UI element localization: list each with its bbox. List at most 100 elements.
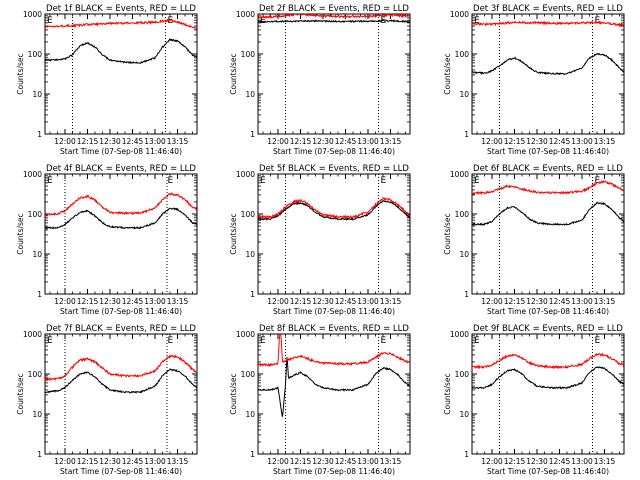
x-tick-label: 12:15 bbox=[290, 137, 312, 146]
x-tick-label: 12:45 bbox=[122, 297, 144, 306]
y-tick-label: 10 bbox=[459, 410, 469, 419]
series-line-events bbox=[258, 19, 410, 24]
x-tick-label: 13:15 bbox=[380, 137, 402, 146]
plot-frame bbox=[257, 173, 411, 295]
panel-title: Det 2f BLACK = Events, RED = LLD bbox=[259, 4, 409, 14]
y-tick-label: 100 bbox=[241, 210, 256, 219]
y-tick-label: 1000 bbox=[450, 170, 469, 179]
y-tick-label: 1000 bbox=[450, 330, 469, 339]
y-axis-label: Counts/sec bbox=[229, 53, 238, 94]
y-tick-label: 10 bbox=[32, 410, 42, 419]
series-line-events bbox=[258, 199, 410, 221]
panel-title: Det 8f BLACK = Events, RED = LLD bbox=[259, 324, 409, 334]
y-axis-label: Counts/sec bbox=[443, 373, 452, 414]
detector-panel: Det 4f BLACK = Events, RED = LLD 1 10 100 10… bbox=[16, 164, 198, 316]
y-tick-label: 1000 bbox=[236, 170, 255, 179]
event-marker-label: E bbox=[381, 16, 387, 26]
y-tick-label: 10 bbox=[32, 90, 42, 99]
y-tick-label: 100 bbox=[241, 50, 256, 59]
y-tick-label: 100 bbox=[455, 50, 470, 59]
y-tick-label: 1000 bbox=[236, 10, 255, 19]
x-tick-label: 12:45 bbox=[122, 457, 144, 466]
x-tick-label: 12:00 bbox=[481, 457, 503, 466]
event-marker-label: E bbox=[260, 176, 266, 186]
x-tick-label: 12:00 bbox=[267, 137, 289, 146]
x-tick-label: 12:30 bbox=[526, 457, 548, 466]
x-tick-label: 13:15 bbox=[380, 297, 402, 306]
y-tick-label: 10 bbox=[245, 90, 255, 99]
event-marker-label: E bbox=[168, 176, 174, 186]
series-line-lld bbox=[45, 18, 197, 31]
x-tick-label: 12:15 bbox=[504, 297, 526, 306]
x-axis-label: Start Time (07-Sep-08 11:46:40) bbox=[487, 147, 609, 156]
series-line-lld bbox=[472, 20, 624, 28]
x-tick-label: 13:15 bbox=[167, 137, 189, 146]
x-tick-label: 13:15 bbox=[594, 457, 616, 466]
x-tick-label: 12:45 bbox=[335, 457, 357, 466]
event-marker-label: E bbox=[595, 176, 601, 186]
x-tick-label: 12:15 bbox=[290, 457, 312, 466]
series-line-lld bbox=[472, 179, 624, 196]
y-tick-label: 10 bbox=[459, 90, 469, 99]
y-tick-label: 1 bbox=[37, 290, 42, 299]
event-marker-label: E bbox=[595, 16, 601, 26]
plot-frame bbox=[471, 13, 625, 135]
y-tick-label: 100 bbox=[28, 210, 43, 219]
event-marker-label: E bbox=[47, 176, 53, 186]
x-tick-label: 13:00 bbox=[144, 297, 166, 306]
y-tick-label: 100 bbox=[455, 370, 470, 379]
x-axis-label: Start Time (07-Sep-08 11:46:40) bbox=[273, 147, 395, 156]
y-tick-label: 1 bbox=[37, 450, 42, 459]
x-axis-label: Start Time (07-Sep-08 11:46:40) bbox=[60, 467, 182, 476]
detector-panel: Det 3f BLACK = Events, RED = LLD 1 10 100 10… bbox=[443, 4, 625, 156]
series-line-lld bbox=[258, 14, 410, 20]
y-tick-label: 1 bbox=[464, 130, 469, 139]
x-tick-label: 12:00 bbox=[267, 457, 289, 466]
event-marker-label: E bbox=[47, 336, 53, 346]
panel-title: Det 3f BLACK = Events, RED = LLD bbox=[473, 4, 623, 14]
x-tick-label: 12:15 bbox=[77, 457, 99, 466]
x-tick-label: 12:30 bbox=[312, 137, 334, 146]
y-axis-label: Counts/sec bbox=[16, 53, 25, 94]
x-tick-label: 12:00 bbox=[481, 137, 503, 146]
event-marker-label: E bbox=[381, 176, 387, 186]
y-axis-label: Counts/sec bbox=[229, 373, 238, 414]
y-axis-label: Counts/sec bbox=[443, 53, 452, 94]
x-tick-label: 12:30 bbox=[312, 297, 334, 306]
x-tick-label: 13:00 bbox=[571, 137, 593, 146]
y-axis-label: Counts/sec bbox=[16, 373, 25, 414]
x-tick-label: 13:00 bbox=[357, 137, 379, 146]
x-axis-label: Start Time (07-Sep-08 11:46:40) bbox=[60, 307, 182, 316]
detector-panel: Det 6f BLACK = Events, RED = LLD 1 10 100 10… bbox=[443, 164, 625, 316]
event-marker-label: E bbox=[168, 336, 174, 346]
y-tick-label: 1 bbox=[250, 450, 255, 459]
event-marker-label: E bbox=[595, 336, 601, 346]
x-tick-label: 12:30 bbox=[526, 137, 548, 146]
panel-title: Det 5f BLACK = Events, RED = LLD bbox=[259, 164, 409, 174]
x-tick-label: 12:30 bbox=[99, 457, 121, 466]
series-line-lld bbox=[258, 197, 410, 220]
event-marker-label: E bbox=[260, 336, 266, 346]
x-tick-label: 12:45 bbox=[549, 137, 571, 146]
panel-title: Det 6f BLACK = Events, RED = LLD bbox=[473, 164, 623, 174]
x-tick-label: 13:00 bbox=[144, 137, 166, 146]
series-line-lld bbox=[45, 354, 197, 382]
y-axis-label: Counts/sec bbox=[16, 213, 25, 254]
x-tick-label: 13:15 bbox=[594, 137, 616, 146]
x-axis-label: Start Time (07-Sep-08 11:46:40) bbox=[273, 307, 395, 316]
x-tick-label: 12:15 bbox=[504, 457, 526, 466]
x-tick-label: 12:15 bbox=[504, 137, 526, 146]
y-tick-label: 1000 bbox=[450, 10, 469, 19]
y-tick-label: 10 bbox=[32, 250, 42, 259]
y-tick-label: 1 bbox=[464, 450, 469, 459]
x-tick-label: 13:15 bbox=[380, 457, 402, 466]
event-marker-label: E bbox=[474, 176, 480, 186]
y-tick-label: 1 bbox=[250, 290, 255, 299]
x-tick-label: 12:15 bbox=[77, 297, 99, 306]
series-line-events bbox=[472, 366, 624, 390]
x-tick-label: 12:00 bbox=[267, 297, 289, 306]
series-line-events bbox=[45, 207, 197, 230]
x-tick-label: 12:45 bbox=[335, 137, 357, 146]
detector-panel: Det 5f BLACK = Events, RED = LLD 1 10 100 10… bbox=[229, 164, 411, 316]
